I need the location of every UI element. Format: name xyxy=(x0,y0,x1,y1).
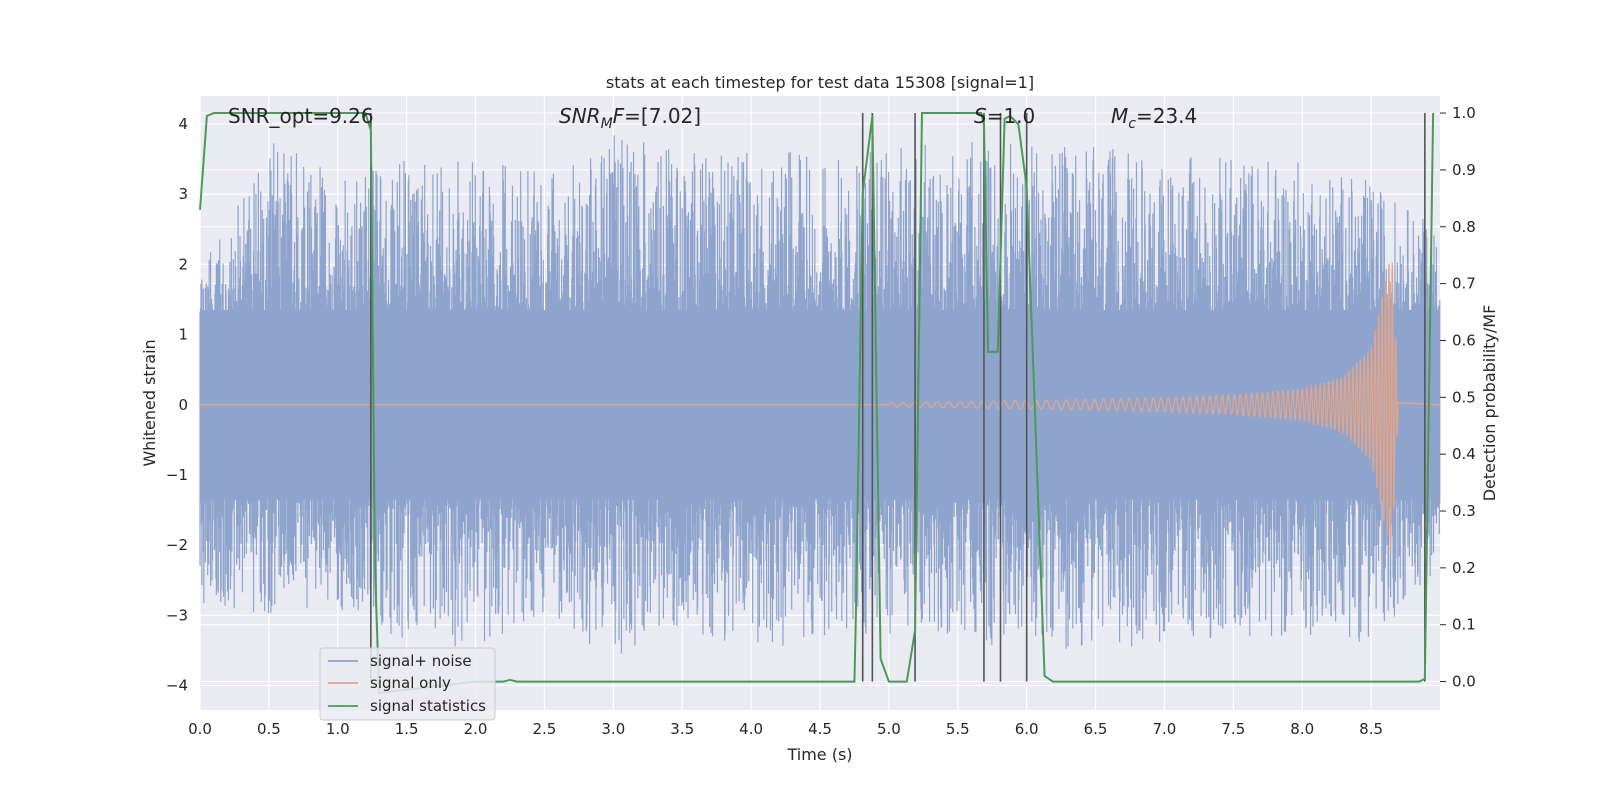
x-axis-ticks: 0.0 0.5 1.0 1.5 2.0 2.5 3.0 3.5 4.0 4.5 5.0 5.5 6.0 6… xyxy=(188,720,1383,738)
y-left-tick-label: −3 xyxy=(166,606,188,624)
y-right-tick-label: 0.3 xyxy=(1452,502,1476,520)
x-tick-label: 1.0 xyxy=(326,720,350,738)
y-axis-left-ticks: 4 3 2 1 0 −1 −2 −3 −4 xyxy=(166,115,188,694)
y-left-tick-label: 2 xyxy=(178,255,188,273)
x-tick-label: 0.0 xyxy=(188,720,212,738)
x-tick-label: 5.0 xyxy=(877,720,901,738)
y-left-tick-label: −1 xyxy=(166,466,188,484)
x-tick-label: 4.0 xyxy=(739,720,763,738)
y-right-tick-label: 0.0 xyxy=(1452,673,1476,691)
y-left-tick-label: 3 xyxy=(178,185,188,203)
annotation-statistic: S=1.0 xyxy=(974,104,1035,128)
annotation-chirp-mass: Mc=23.4 xyxy=(1111,104,1197,132)
y-right-tick-label: 1.0 xyxy=(1452,104,1476,122)
legend-box xyxy=(319,647,496,721)
y-right-tick-label: 0.4 xyxy=(1452,445,1476,463)
y-right-tick-label: 0.1 xyxy=(1452,616,1476,634)
x-tick-label: 5.5 xyxy=(946,720,970,738)
x-tick-label: 1.5 xyxy=(395,720,419,738)
annotation-snr-opt: SNR_opt=9.26 xyxy=(228,104,374,128)
x-tick-label: 2.0 xyxy=(464,720,488,738)
y-axis-right-label: Detection probability/MF xyxy=(1480,305,1499,502)
x-tick-label: 7.5 xyxy=(1221,720,1245,738)
y-left-tick-label: −2 xyxy=(166,536,188,554)
x-tick-label: 0.5 xyxy=(257,720,281,738)
y-left-tick-label: −4 xyxy=(166,676,188,694)
y-right-tick-label: 0.6 xyxy=(1452,331,1476,349)
y-axis-right-ticks: 1.0 0.9 0.8 0.7 0.6 0.5 0.4 0.3 0.2 0.1 0.0 xyxy=(1440,104,1476,691)
y-right-tick-label: 0.5 xyxy=(1452,388,1476,406)
y-left-tick-label: 1 xyxy=(178,326,188,344)
annotation-snr-mf: SNRMF=[7.02] xyxy=(559,104,701,132)
y-right-tick-label: 0.2 xyxy=(1452,559,1476,577)
x-tick-label: 7.0 xyxy=(1153,720,1177,738)
y-right-tick-label: 0.7 xyxy=(1452,275,1476,293)
x-tick-label: 2.5 xyxy=(533,720,557,738)
legend-label-signal-noise: signal+ noise xyxy=(370,652,472,670)
x-tick-label: 6.5 xyxy=(1084,720,1108,738)
signal-only-trace xyxy=(200,262,1441,554)
x-tick-label: 8.0 xyxy=(1290,720,1314,738)
y-right-tick-label: 0.9 xyxy=(1452,161,1476,179)
y-left-tick-label: 0 xyxy=(178,396,188,414)
legend-label-signal-only: signal only xyxy=(370,674,451,692)
chart-title: stats at each timestep for test data 153… xyxy=(606,73,1034,92)
legend: signal+ noise signal only signal statist… xyxy=(319,647,496,721)
y-right-tick-label: 0.8 xyxy=(1452,218,1476,236)
x-tick-label: 3.5 xyxy=(670,720,694,738)
x-tick-label: 8.5 xyxy=(1359,720,1383,738)
y-axis-left-label: Whitened strain xyxy=(140,339,159,466)
series-signal-only xyxy=(200,262,1441,554)
x-tick-label: 6.0 xyxy=(1015,720,1039,738)
signal-statistics-line xyxy=(199,112,1435,695)
x-tick-label: 4.5 xyxy=(808,720,832,738)
y-left-tick-label: 4 xyxy=(178,115,188,133)
x-tick-label: 3.0 xyxy=(601,720,625,738)
x-axis-label: Time (s) xyxy=(786,745,852,764)
series-signal-statistics xyxy=(199,112,1435,695)
legend-label-signal-statistics: signal statistics xyxy=(370,697,486,715)
